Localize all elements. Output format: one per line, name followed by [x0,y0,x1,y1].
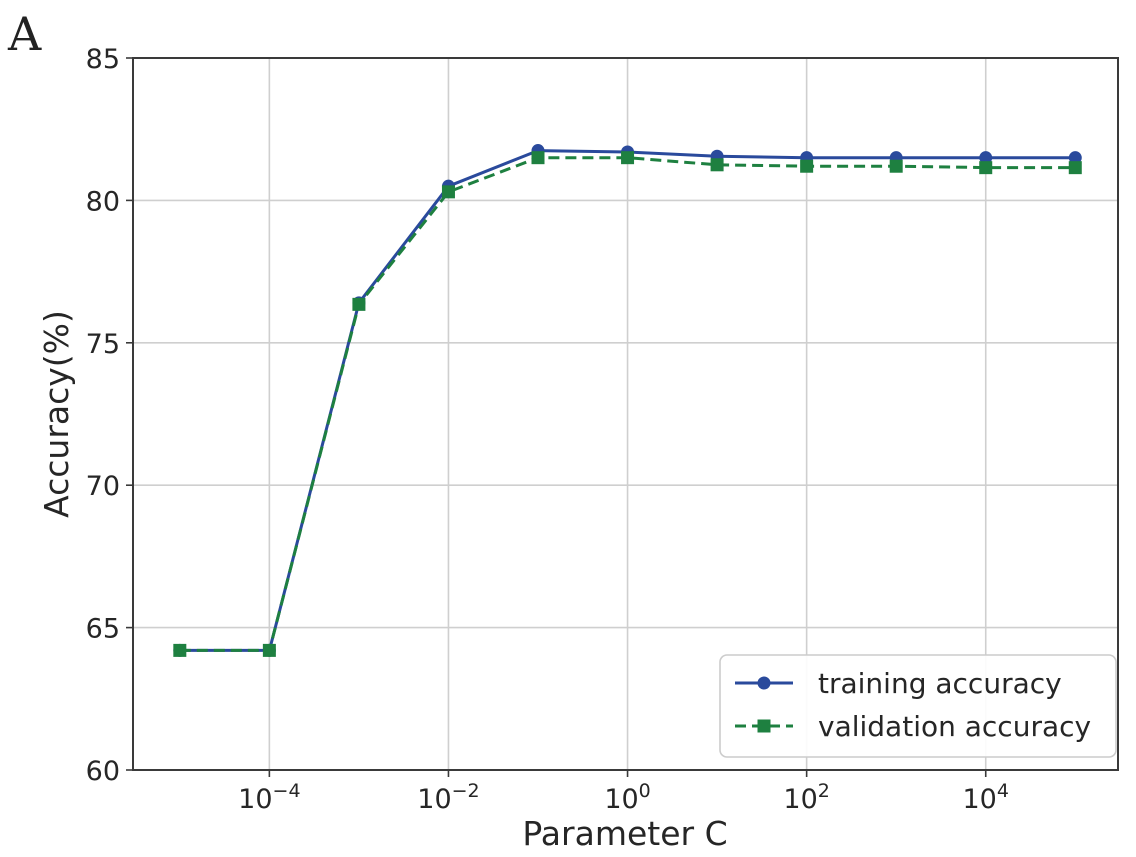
legend-swatch-marker [757,676,771,690]
x-tick-label: 10−2 [417,780,479,815]
y-tick-label: 85 [86,44,120,75]
validation-point [173,643,187,657]
validation-point [441,185,455,199]
y-tick-label: 75 [86,329,120,360]
validation-point [710,158,724,172]
y-axis-label: Accuracy(%) [37,310,76,518]
x-tick-label: 10−4 [238,780,300,815]
training-point [979,151,993,165]
legend-swatch-marker [757,719,771,733]
x-tick-label: 100 [604,780,650,815]
x-axis-label: Parameter C [522,814,727,853]
y-tick-label: 80 [86,186,120,217]
series-line-1 [179,156,1076,652]
x-tick-label: 104 [963,780,1009,815]
legend: training accuracy validation accuracy [719,654,1117,758]
legend-label: validation accuracy [818,710,1091,743]
data-series [173,144,1082,657]
plot-frame [132,57,1119,771]
y-tick-label: 60 [86,756,120,787]
validation-point [1068,161,1082,175]
x-tick-label: 102 [783,780,829,815]
validation-point [621,151,635,165]
x-axis-ticks: 10−4 10−2 100 102 104 [238,770,1009,815]
panel-label: A [7,7,42,61]
y-axis-ticks: 60 65 70 75 80 85 [86,44,133,787]
validation-point [800,159,814,173]
validation-point [889,159,903,173]
y-tick-label: 70 [86,471,120,502]
validation-point [262,643,276,657]
validation-point [352,297,366,311]
training-point [1068,151,1082,165]
y-tick-label: 65 [86,614,120,645]
legend-box [719,654,1117,758]
legend-label: training accuracy [818,667,1062,700]
validation-point [531,151,545,165]
validation-point [979,161,993,175]
